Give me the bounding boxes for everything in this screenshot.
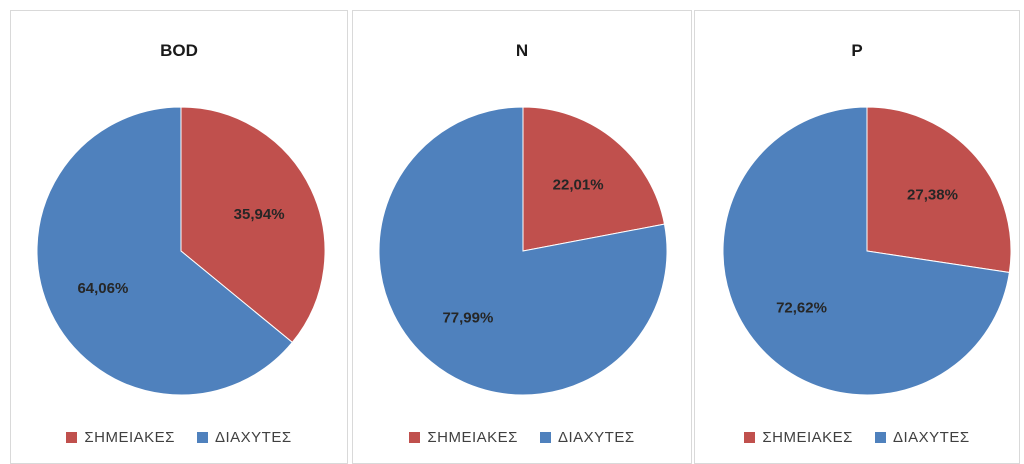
legend-swatch-blue	[539, 432, 551, 443]
chart-legend: ΣΗΜΕΙΑΚΕΣ ΔΙΑΧΥΤΕΣ	[11, 429, 347, 446]
chart-legend: ΣΗΜΕΙΑΚΕΣ ΔΙΑΧΥΤΕΣ	[353, 429, 691, 446]
data-label: 35,94%	[234, 206, 285, 223]
pie-slice-diaxytes	[36, 106, 294, 396]
legend-label: ΣΗΜΕΙΑΚΕΣ	[84, 429, 175, 446]
legend-swatch-red	[66, 432, 78, 443]
legend-swatch-blue	[196, 432, 208, 443]
chart-panel-n: N 22,01% 77,99% ΣΗΜΕΙΑΚΕΣ ΔΙΑΧΥΤΕΣ	[352, 10, 692, 464]
chart-title: P	[851, 41, 863, 60]
pie-chart-p: 27,38% 72,62%	[722, 106, 1012, 396]
pie-slice-simeiakes	[522, 106, 666, 252]
pie-slice-simeiakes	[180, 106, 326, 344]
pie-chart-n: 22,01% 77,99%	[378, 106, 668, 396]
data-label: 64,06%	[77, 280, 128, 297]
legend-item-diaxytes: ΔΙΑΧΥΤΕΣ	[539, 429, 635, 446]
chart-legend: ΣΗΜΕΙΑΚΕΣ ΔΙΑΧΥΤΕΣ	[695, 429, 1019, 446]
data-label: 22,01%	[553, 176, 604, 193]
legend-item-simeiakes: ΣΗΜΕΙΑΚΕΣ	[66, 429, 175, 446]
data-label: 27,38%	[907, 187, 958, 204]
legend-item-simeiakes: ΣΗΜΕΙΑΚΕΣ	[409, 429, 518, 446]
legend-label: ΔΙΑΧΥΤΕΣ	[892, 429, 970, 446]
legend-label: ΔΙΑΧΥΤΕΣ	[557, 429, 635, 446]
legend-label: ΔΙΑΧΥΤΕΣ	[214, 429, 292, 446]
legend-item-diaxytes: ΔΙΑΧΥΤΕΣ	[196, 429, 292, 446]
chart-title: N	[515, 41, 529, 60]
data-label: 77,99%	[442, 310, 493, 327]
chart-title: BOD	[160, 41, 198, 60]
legend-item-diaxytes: ΔΙΑΧΥΤΕΣ	[874, 429, 970, 446]
legend-label: ΣΗΜΕΙΑΚΕΣ	[762, 429, 853, 446]
data-label: 72,62%	[776, 299, 827, 316]
chart-panel-bod: BOD 35,94% 64,06% ΣΗΜΕΙΑΚΕΣ ΔΙΑΧΥΤΕΣ	[10, 10, 348, 464]
legend-swatch-red	[744, 432, 756, 443]
legend-label: ΣΗΜΕΙΑΚΕΣ	[427, 429, 518, 446]
pie-slice-diaxytes	[378, 106, 668, 396]
legend-swatch-red	[409, 432, 421, 443]
pie-slice-simeiakes	[866, 106, 1012, 274]
pie-slice-diaxytes	[722, 106, 1010, 396]
chart-panel-p: P 27,38% 72,62% ΣΗΜΕΙΑΚΕΣ ΔΙΑΧΥΤΕΣ	[694, 10, 1020, 464]
legend-item-simeiakes: ΣΗΜΕΙΑΚΕΣ	[744, 429, 853, 446]
legend-swatch-blue	[874, 432, 886, 443]
pie-chart-bod: 35,94% 64,06%	[36, 106, 326, 396]
